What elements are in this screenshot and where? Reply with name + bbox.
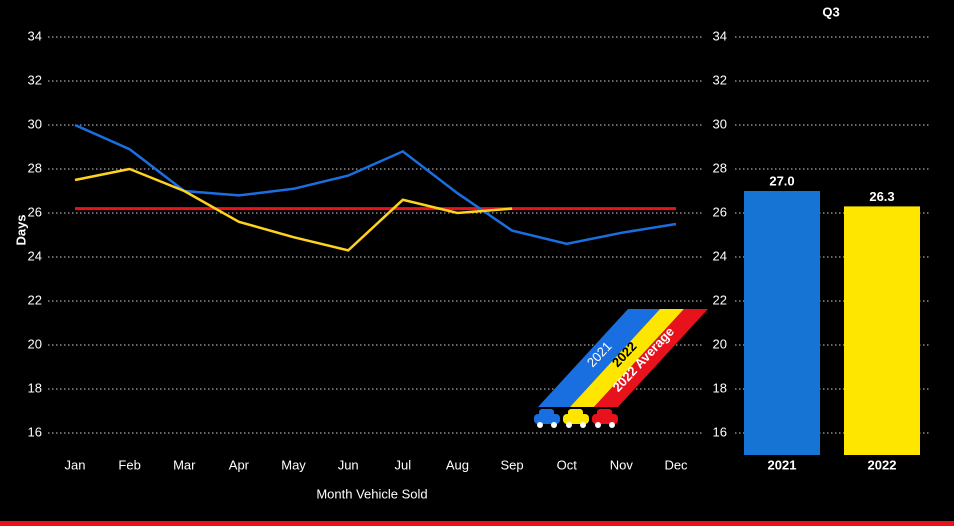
- y-tick-label: 20: [713, 336, 727, 351]
- y-tick-label: 18: [713, 380, 727, 395]
- car-icon: [563, 409, 589, 428]
- x-axis-label: Month Vehicle Sold: [316, 486, 427, 501]
- bar: [744, 191, 820, 455]
- y-tick-label: 28: [713, 160, 727, 175]
- x-tick-label: May: [281, 457, 306, 472]
- y-tick-label: 32: [713, 72, 727, 87]
- bottom-bar: [0, 521, 954, 526]
- y-tick-label: 16: [713, 424, 727, 439]
- x-tick-label: 2022: [868, 457, 897, 472]
- x-tick-label: Feb: [118, 457, 140, 472]
- bar-title: Q3: [822, 4, 839, 19]
- y-tick-label: 22: [713, 292, 727, 307]
- x-tick-label: Mar: [173, 457, 196, 472]
- y-tick-label: 18: [28, 380, 42, 395]
- y-tick-label: 26: [713, 204, 727, 219]
- legend: 2021 2022 2022 Average: [534, 309, 708, 428]
- legend-band: [594, 309, 708, 407]
- y-axis-label: Days: [13, 214, 28, 245]
- x-tick-label: Jan: [65, 457, 86, 472]
- x-tick-label: Dec: [664, 457, 688, 472]
- series-line: [74, 167, 513, 252]
- y-tick-label: 24: [28, 248, 42, 263]
- car-icon: [592, 409, 618, 428]
- y-tick-label: 20: [28, 336, 42, 351]
- x-tick-label: Oct: [557, 457, 578, 472]
- y-tick-label: 30: [713, 116, 727, 131]
- x-tick-label: Apr: [229, 457, 250, 472]
- series-line: [74, 123, 677, 246]
- y-tick-label: 26: [28, 204, 42, 219]
- y-tick-label: 22: [28, 292, 42, 307]
- y-tick-label: 34: [28, 28, 42, 43]
- y-tick-label: 16: [28, 424, 42, 439]
- legend-band: [538, 309, 660, 407]
- x-tick-label: Nov: [610, 457, 634, 472]
- value-label: 27.0: [769, 173, 794, 188]
- legend-band: [570, 309, 684, 407]
- y-tick-label: 34: [713, 28, 727, 43]
- value-label: 26.3: [869, 189, 894, 204]
- car-icon: [534, 409, 560, 428]
- y-tick-label: 32: [28, 72, 42, 87]
- x-tick-label: 2021: [768, 457, 797, 472]
- x-tick-label: Jun: [338, 457, 359, 472]
- bar: [844, 206, 920, 455]
- x-tick-label: Sep: [501, 457, 524, 472]
- x-tick-label: Jul: [395, 457, 412, 472]
- y-tick-label: 30: [28, 116, 42, 131]
- y-tick-label: 28: [28, 160, 42, 175]
- y-tick-label: 24: [713, 248, 727, 263]
- x-tick-label: Aug: [446, 457, 469, 472]
